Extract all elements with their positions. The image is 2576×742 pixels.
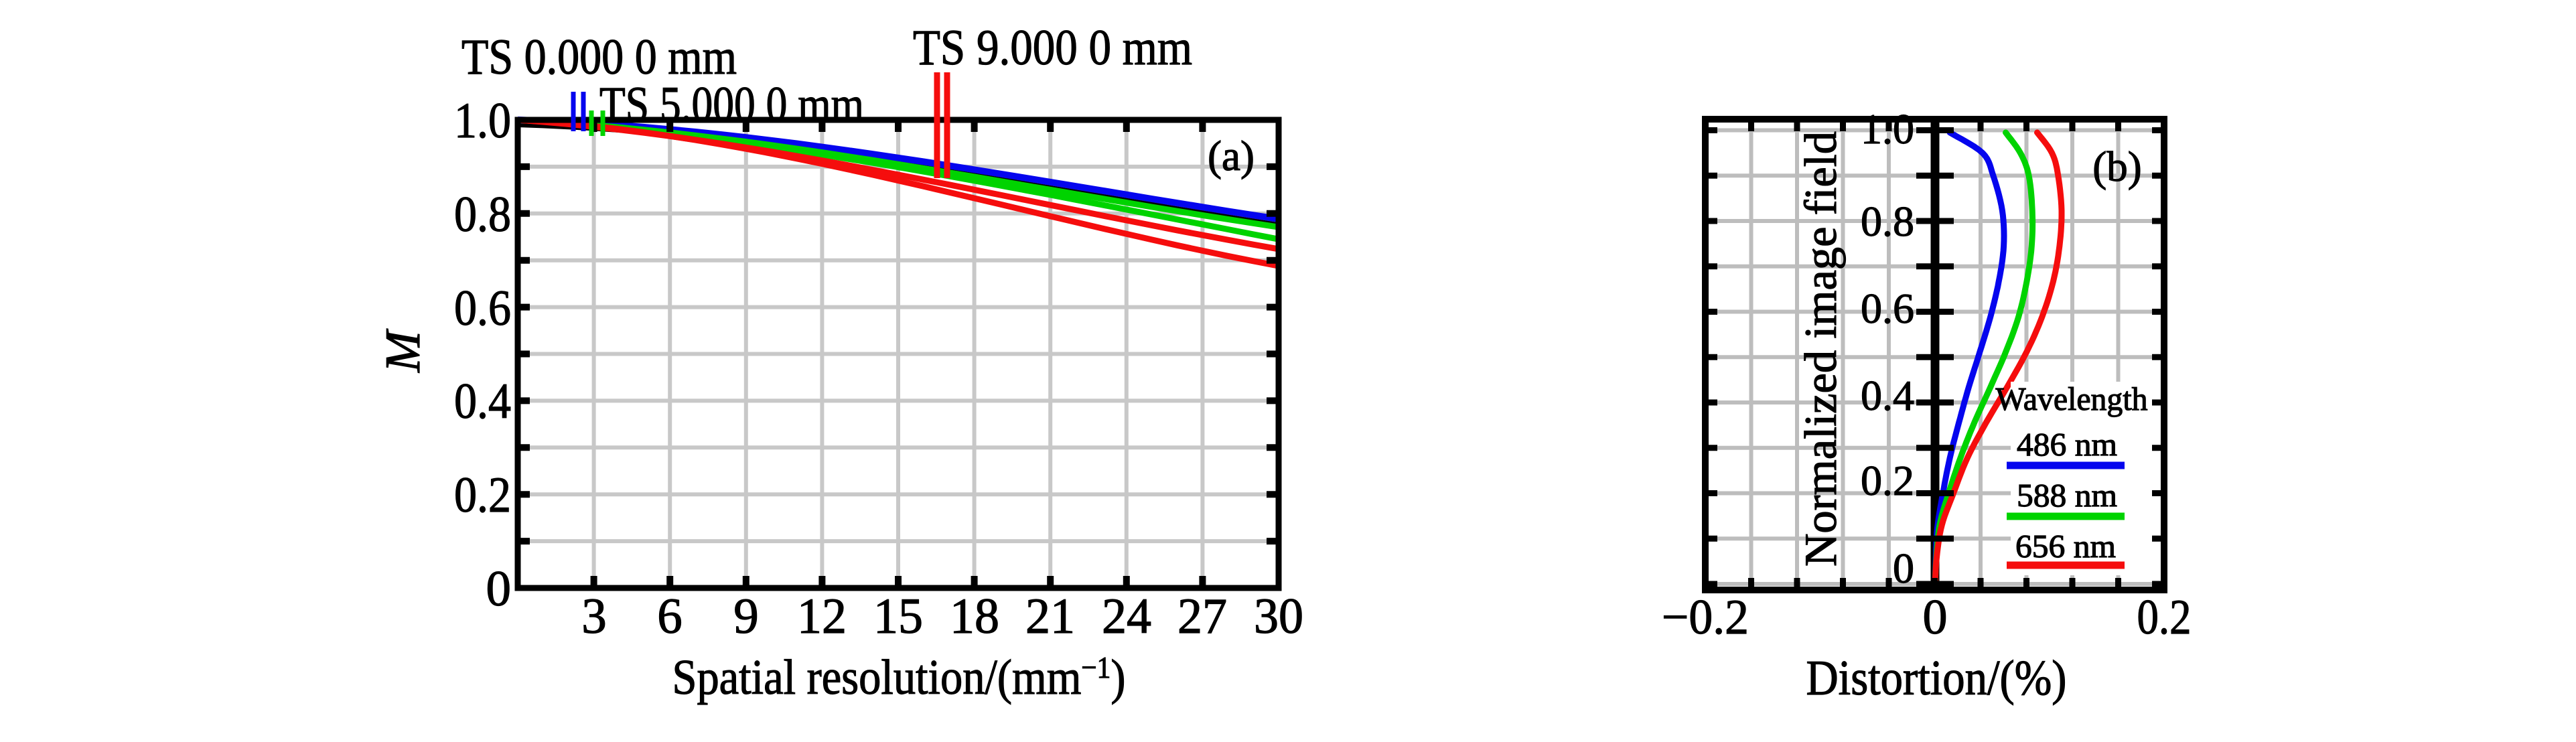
svg-text:15: 15 [873, 589, 923, 644]
svg-text:0.6: 0.6 [1861, 285, 1914, 332]
svg-text:M: M [376, 328, 431, 373]
svg-text:24: 24 [1102, 589, 1151, 644]
svg-text:6: 6 [657, 589, 683, 644]
svg-text:18: 18 [950, 589, 999, 644]
svg-text:TS 5.000 0 mm: TS 5.000 0 mm [599, 77, 864, 133]
svg-text:30: 30 [1254, 589, 1303, 644]
svg-text:1.0: 1.0 [454, 93, 511, 149]
svg-text:Spatial resolution/(mm−1): Spatial resolution/(mm−1) [672, 650, 1126, 705]
svg-text:Wavelength: Wavelength [1996, 380, 2148, 417]
svg-text:(a): (a) [1208, 133, 1255, 179]
svg-text:0: 0 [1923, 590, 1948, 645]
svg-text:0.2: 0.2 [454, 467, 511, 523]
svg-text:12: 12 [797, 589, 847, 644]
svg-text:0.2: 0.2 [2137, 590, 2192, 645]
svg-text:0.4: 0.4 [1861, 372, 1914, 419]
svg-text:9: 9 [733, 589, 759, 644]
svg-text:21: 21 [1025, 589, 1075, 644]
svg-text:0.2: 0.2 [1861, 457, 1914, 504]
svg-text:(b): (b) [2092, 143, 2141, 190]
svg-text:486 nm: 486 nm [2017, 426, 2117, 463]
svg-text:1.0: 1.0 [1861, 105, 1914, 153]
svg-text:Normalized image field: Normalized image field [1795, 131, 1846, 567]
svg-text:0.8: 0.8 [454, 187, 511, 242]
svg-text:−0.2: −0.2 [1662, 590, 1749, 645]
svg-text:TS 0.000 0 mm: TS 0.000 0 mm [461, 29, 737, 85]
svg-text:0: 0 [1893, 544, 1914, 592]
svg-text:656 nm: 656 nm [2015, 528, 2116, 565]
svg-text:27: 27 [1177, 589, 1227, 644]
svg-text:588 nm: 588 nm [2017, 477, 2117, 514]
svg-text:TS 9.000 0 mm: TS 9.000 0 mm [913, 20, 1192, 76]
svg-text:3: 3 [581, 589, 607, 644]
svg-text:0.4: 0.4 [454, 374, 511, 429]
svg-text:Distortion/(%): Distortion/(%) [1806, 651, 2067, 706]
svg-text:0.8: 0.8 [1861, 198, 1914, 245]
svg-text:0: 0 [486, 561, 512, 617]
svg-text:0.6: 0.6 [454, 281, 511, 336]
